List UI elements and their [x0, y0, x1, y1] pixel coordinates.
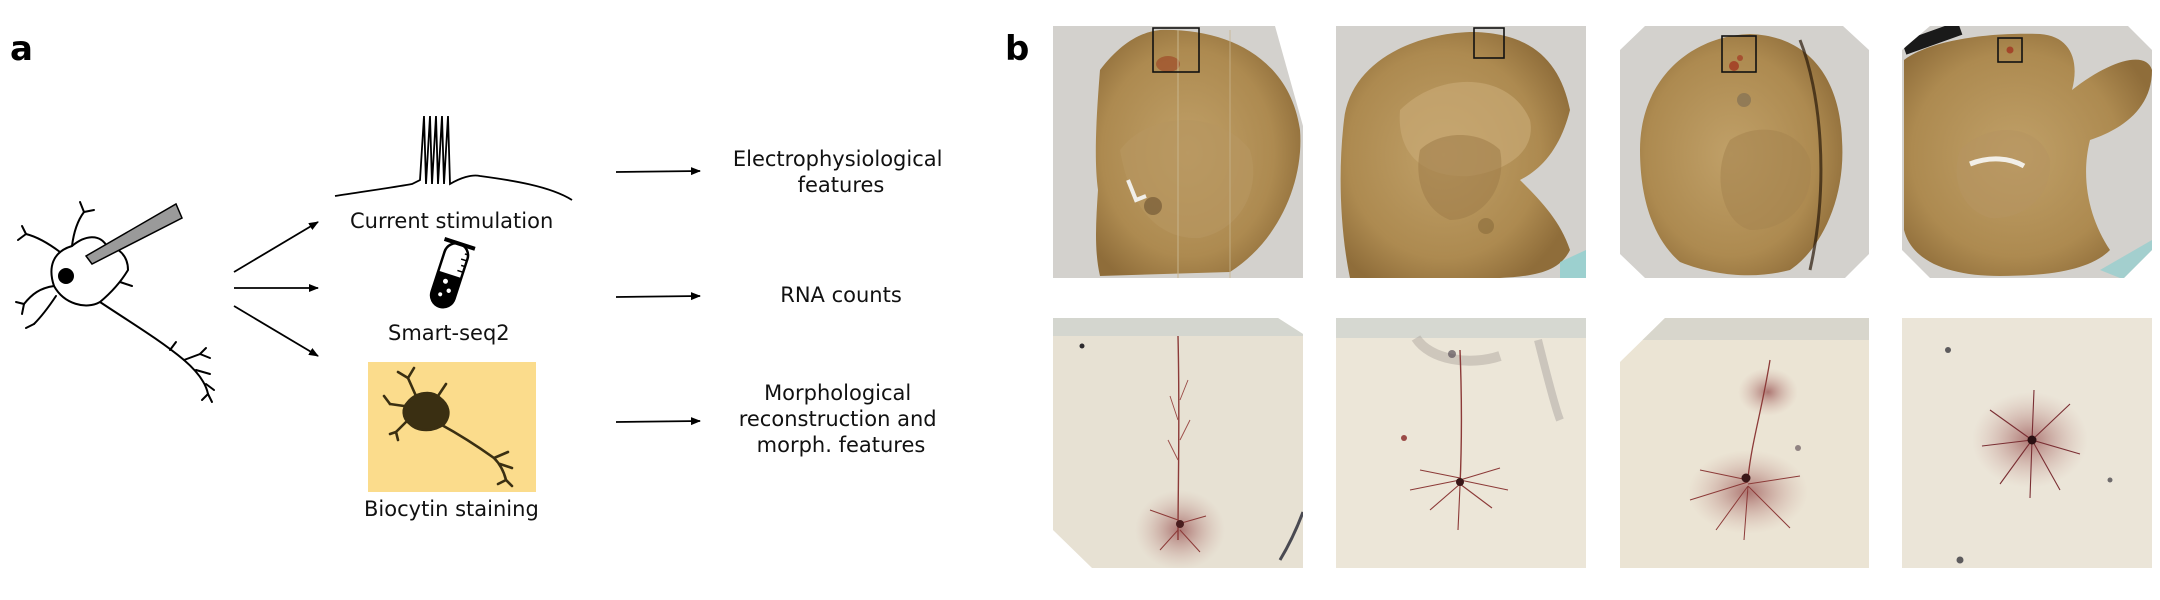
closeup-image-3 — [1620, 318, 1869, 568]
closeup-image-1 — [1053, 318, 1303, 568]
arrow-to-current-stimulation — [233, 221, 319, 273]
slice-image-2 — [1336, 26, 1586, 278]
neuron-with-pipette-icon — [15, 201, 215, 403]
method-arrows — [233, 221, 319, 357]
panel-b-letter: b — [1005, 29, 1029, 69]
method-label-smart-seq2: Smart-seq2 — [388, 321, 510, 345]
arrow-to-morphological-features — [615, 417, 701, 426]
slice-image-1 — [1053, 26, 1303, 278]
closeup-image-4 — [1902, 318, 2152, 568]
voltage-trace-icon — [334, 115, 573, 201]
output-morphological-features: Morphological reconstruction and morph. … — [739, 381, 944, 457]
method-label-current-stimulation: Current stimulation — [350, 209, 553, 233]
output-arrows — [615, 167, 701, 426]
slice-image-4 — [1902, 26, 2152, 278]
output-electrophysiological-features: Electrophysiological features — [733, 147, 949, 197]
arrow-to-biocytin-staining — [233, 305, 319, 357]
stained-neuron-icon — [382, 366, 514, 488]
arrow-to-rna-counts — [615, 292, 701, 301]
method-label-biocytin-staining: Biocytin staining — [364, 497, 539, 521]
closeup-image-2 — [1336, 318, 1586, 568]
slice-image-3 — [1620, 26, 1869, 278]
test-tube-icon — [429, 237, 476, 309]
panel-a-letter: a — [10, 29, 33, 69]
output-rna-counts: RNA counts — [780, 283, 902, 307]
staining-box — [368, 362, 536, 492]
pipette-icon — [84, 202, 183, 265]
arrow-to-electrophysiological-features — [615, 167, 701, 176]
